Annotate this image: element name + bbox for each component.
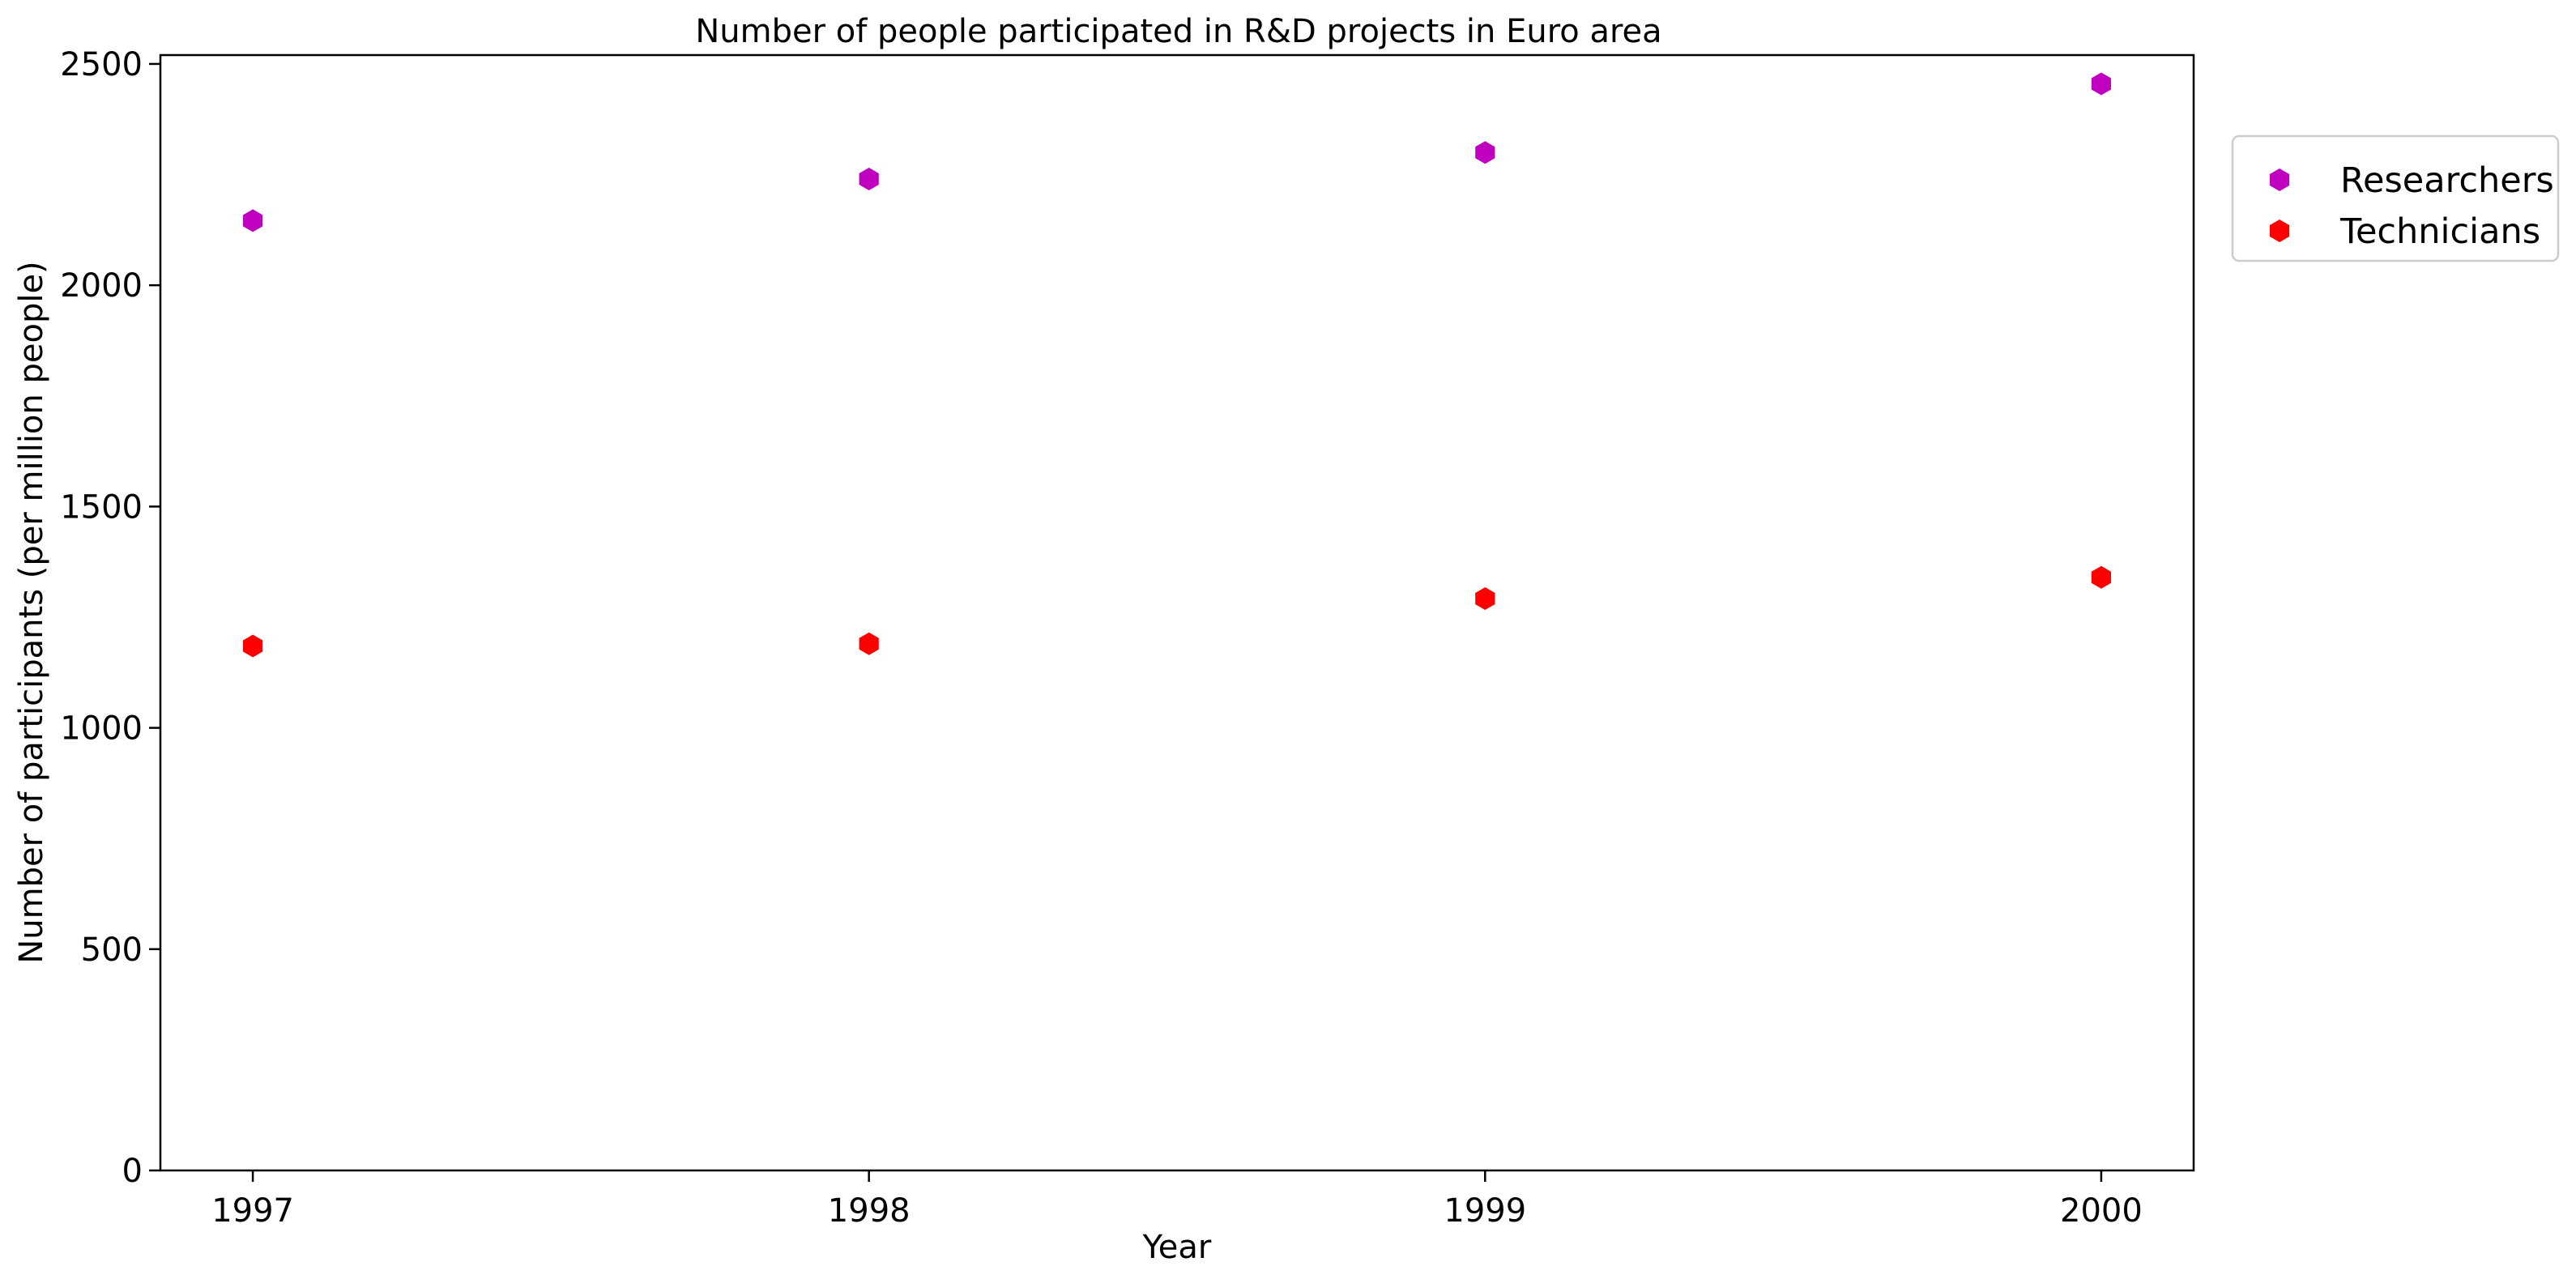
x-axis-label: Year	[1142, 1229, 1212, 1266]
y-tick-label: 500	[81, 932, 143, 969]
x-tick-label: 1999	[1444, 1192, 1526, 1230]
y-tick-label: 2500	[60, 46, 143, 83]
data-point-technicians-2000	[2091, 565, 2111, 589]
legend-label-researchers: Researchers	[2340, 160, 2554, 201]
data-point-technicians-1998	[859, 632, 879, 655]
y-tick-label: 2000	[60, 267, 143, 305]
axis-ticks: 1997 1998 1999 2000 0 500 1000 1500 2000 2500	[60, 46, 2143, 1230]
y-tick-label: 0	[122, 1153, 143, 1190]
data-point-researchers-1997	[243, 209, 263, 232]
legend-marker-researchers	[2269, 168, 2290, 191]
data-point-researchers-1998	[859, 168, 879, 190]
x-tick-label: 1998	[828, 1192, 911, 1230]
data-points	[243, 72, 2111, 658]
data-point-technicians-1999	[1475, 587, 1495, 610]
data-point-researchers-2000	[2091, 72, 2111, 96]
x-tick-label: 1997	[211, 1192, 294, 1230]
legend-marker-technicians	[2269, 220, 2290, 242]
y-axis-label: Number of participants (per million peop…	[13, 261, 50, 963]
legend-frame	[2231, 134, 2560, 262]
data-point-technicians-1997	[243, 634, 263, 658]
y-tick-label: 1000	[60, 710, 143, 748]
legend: Researchers Technicians	[2231, 134, 2560, 262]
chart-title: Number of people participated in R&D pro…	[695, 13, 1661, 50]
legend-label-technicians: Technicians	[2339, 211, 2540, 252]
x-tick-label: 2000	[2060, 1192, 2143, 1230]
data-point-researchers-1999	[1475, 141, 1495, 164]
plot-area	[159, 53, 2195, 1172]
y-tick-label: 1500	[60, 488, 143, 526]
